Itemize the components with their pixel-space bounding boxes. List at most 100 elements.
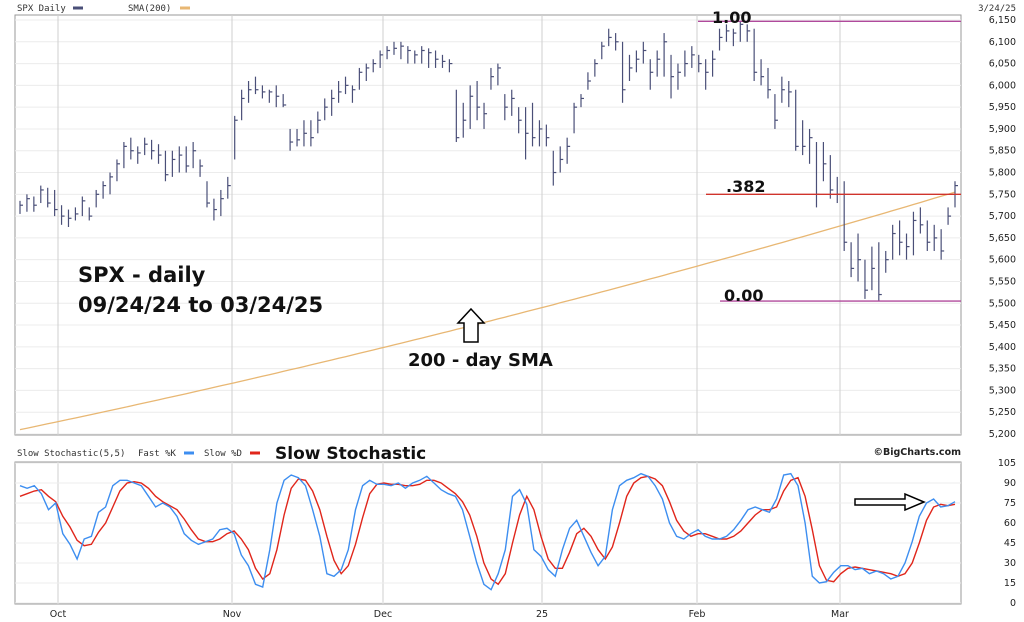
price-bar — [400, 41, 404, 60]
price-bar — [268, 89, 273, 103]
price-bar — [698, 54, 702, 73]
price-bar — [788, 81, 792, 108]
price-bar — [137, 146, 141, 164]
price-tick-label: 5,900 — [989, 124, 1016, 135]
price-bar — [414, 50, 418, 64]
stochastic-panel-frame — [14, 461, 962, 605]
price-bar — [808, 128, 813, 164]
price-tick-label: 5,450 — [989, 320, 1016, 331]
price-bar — [628, 54, 633, 82]
price-bar — [407, 46, 411, 64]
price-bar — [753, 28, 758, 82]
price-bar — [275, 85, 280, 108]
price-bar — [587, 72, 591, 90]
x-tick-label: Oct — [50, 609, 67, 620]
price-bar — [296, 128, 301, 147]
slow-d-line — [19, 475, 956, 586]
price-bar — [171, 150, 176, 177]
price-bar — [81, 196, 86, 217]
price-bar — [670, 54, 675, 99]
price-tick-label: 5,500 — [989, 298, 1016, 309]
price-bar — [109, 172, 114, 195]
slow-d-legend-label: Slow %D — [204, 449, 242, 459]
price-bar — [504, 94, 508, 121]
price-bar — [67, 209, 72, 227]
price-bar — [566, 137, 571, 164]
price-bar — [912, 211, 917, 256]
price-tick-label: 5,300 — [989, 385, 1016, 396]
price-bar — [601, 41, 605, 60]
price-bar — [898, 220, 903, 256]
price-bar — [164, 150, 169, 182]
price-tick-label: 5,350 — [989, 364, 1016, 375]
price-grid — [15, 15, 961, 435]
fast-k-line — [19, 472, 956, 591]
chart-date: 3/24/25 — [978, 4, 1016, 14]
price-bar — [192, 142, 197, 169]
stochastic-tick-label: 15 — [1004, 578, 1016, 589]
price-bar — [144, 137, 148, 156]
price-bar — [947, 207, 952, 225]
price-bar — [317, 111, 321, 134]
x-tick-label: 25 — [536, 609, 548, 620]
stochastic-tick-label: 30 — [1004, 558, 1016, 569]
price-y-axis: 5,200 5,250 5,300 5,350 5,400 5,450 5,500 5,550… — [989, 15, 1016, 440]
price-bar — [116, 159, 120, 182]
price-bar — [649, 59, 654, 90]
price-bar — [885, 250, 889, 273]
fib-label-382: .382 — [726, 177, 765, 196]
price-bar — [919, 207, 924, 234]
price-bars — [19, 21, 958, 302]
price-tick-label: 5,700 — [989, 211, 1016, 222]
price-bar — [358, 67, 363, 90]
price-bar — [421, 46, 425, 64]
chart-annotation-title: SPX - daily — [78, 263, 206, 287]
price-bar — [206, 181, 210, 208]
fibonacci-lines — [698, 20, 961, 302]
price-bar — [331, 89, 335, 116]
price-bar — [781, 76, 785, 103]
price-tick-label: 5,400 — [989, 342, 1016, 353]
price-bar — [892, 224, 896, 260]
price-tick-label: 6,050 — [989, 59, 1016, 70]
price-bar — [705, 59, 709, 90]
price-bar — [802, 120, 806, 156]
price-bar — [351, 85, 356, 103]
sma-annotation: 200 - day SMA — [408, 350, 553, 371]
price-bar — [580, 94, 584, 108]
price-bar — [455, 89, 460, 143]
price-bar — [767, 67, 771, 99]
up-arrow-icon — [456, 307, 486, 343]
price-bar — [691, 46, 695, 68]
price-bar — [531, 102, 536, 147]
price-bar — [545, 124, 550, 147]
price-bar — [732, 28, 737, 47]
price-bar — [926, 220, 931, 251]
price-bar — [573, 102, 578, 134]
price-tick-label: 5,850 — [989, 146, 1016, 157]
price-bar — [739, 21, 744, 42]
price-bar — [843, 181, 848, 251]
price-bar — [102, 181, 107, 199]
price-tick-label: 5,550 — [989, 276, 1016, 287]
price-tick-label: 5,800 — [989, 168, 1016, 179]
stochastic-tick-label: 0 — [1010, 598, 1016, 609]
sma-200-line — [19, 191, 956, 431]
price-bar — [393, 41, 397, 55]
price-bar — [850, 242, 855, 278]
price-bar — [711, 50, 716, 77]
x-tick-label: Feb — [689, 609, 706, 620]
price-bar — [150, 139, 155, 160]
price-bar — [344, 76, 349, 95]
price-tick-label: 5,650 — [989, 233, 1016, 244]
price-bar — [635, 50, 640, 73]
price-bar — [538, 120, 543, 147]
price-bar — [178, 146, 183, 173]
price-bar — [490, 67, 494, 90]
price-bar — [642, 41, 647, 64]
right-arrow-icon — [854, 492, 926, 512]
price-bar — [95, 189, 100, 208]
symbol-label: SPX Daily — [17, 4, 66, 14]
price-bar — [552, 150, 557, 186]
x-tick-label: Dec — [374, 609, 392, 620]
